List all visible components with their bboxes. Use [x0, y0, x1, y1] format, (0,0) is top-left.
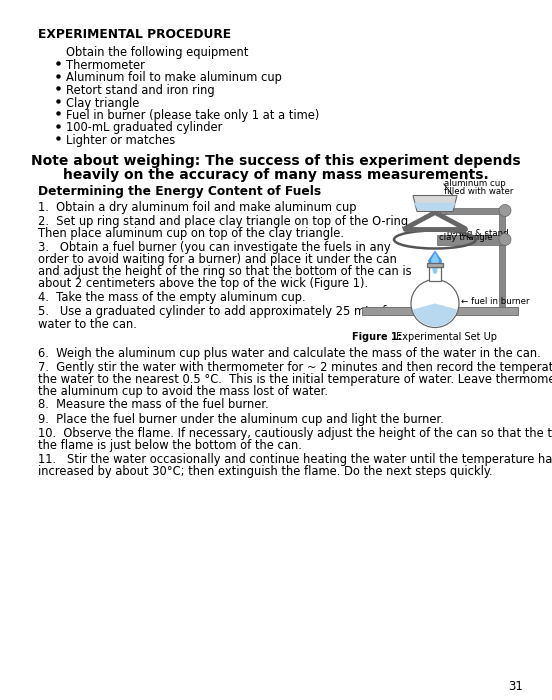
- Wedge shape: [413, 304, 457, 326]
- Text: the aluminum cup to avoid the mass lost of water.: the aluminum cup to avoid the mass lost …: [38, 384, 328, 398]
- Text: Aluminum foil to make aluminum cup: Aluminum foil to make aluminum cup: [66, 71, 282, 85]
- Text: Clay triangle: Clay triangle: [66, 97, 139, 109]
- Text: about 2 centimeters above the top of the wick (Figure 1).: about 2 centimeters above the top of the…: [38, 277, 368, 290]
- Polygon shape: [431, 253, 439, 274]
- Circle shape: [499, 234, 511, 246]
- Text: o-ring & stand: o-ring & stand: [447, 230, 508, 239]
- Text: Thermometer: Thermometer: [66, 59, 145, 72]
- Polygon shape: [428, 251, 442, 279]
- Text: and adjust the height of the ring so that the bottom of the can is: and adjust the height of the ring so tha…: [38, 265, 412, 279]
- Text: Determining the Energy Content of Fuels: Determining the Energy Content of Fuels: [38, 185, 321, 197]
- Circle shape: [499, 204, 511, 216]
- Text: the flame is just below the bottom of the can.: the flame is just below the bottom of th…: [38, 438, 302, 452]
- Text: 2.  Set up ring stand and place clay triangle on top of the O-ring.: 2. Set up ring stand and place clay tria…: [38, 214, 412, 228]
- Text: 100-mL graduated cylinder: 100-mL graduated cylinder: [66, 122, 222, 134]
- Text: 1.  Obtain a dry aluminum foil and make aluminum cup: 1. Obtain a dry aluminum foil and make a…: [38, 200, 357, 214]
- Text: Retort stand and iron ring: Retort stand and iron ring: [66, 84, 215, 97]
- Bar: [499, 209, 505, 307]
- Polygon shape: [413, 195, 457, 211]
- Text: ← fuel in burner: ← fuel in burner: [461, 297, 529, 306]
- Text: 31: 31: [508, 680, 523, 693]
- Text: 3.   Obtain a fuel burner (you can investigate the fuels in any: 3. Obtain a fuel burner (you can investi…: [38, 241, 391, 255]
- Bar: [429, 267, 441, 281]
- Bar: [427, 262, 443, 267]
- Polygon shape: [414, 203, 456, 211]
- Text: Figure 1:: Figure 1:: [352, 332, 402, 342]
- Text: Note about weighing: The success of this experiment depends: Note about weighing: The success of this…: [31, 153, 521, 167]
- Text: order to avoid waiting for a burner) and place it under the can: order to avoid waiting for a burner) and…: [38, 253, 397, 267]
- Text: aluminum cup: aluminum cup: [444, 179, 506, 188]
- Text: increased by about 30°C; then extinguish the flame. Do the next steps quickly.: increased by about 30°C; then extinguish…: [38, 465, 492, 477]
- Text: heavily on the accuracy of many mass measurements.: heavily on the accuracy of many mass mea…: [63, 169, 489, 183]
- Text: Experimental Set Up: Experimental Set Up: [393, 332, 497, 342]
- Text: 11.   Stir the water occasionally and continue heating the water until the tempe: 11. Stir the water occasionally and cont…: [38, 452, 552, 466]
- Text: 5.   Use a graduated cylinder to add approximately 25 mL of: 5. Use a graduated cylinder to add appro…: [38, 305, 386, 318]
- Text: 10.  Observe the flame. If necessary, cautiously adjust the height of the can so: 10. Observe the flame. If necessary, cau…: [38, 426, 552, 440]
- Text: 9.  Place the fuel burner under the aluminum cup and light the burner.: 9. Place the fuel burner under the alumi…: [38, 412, 444, 426]
- Text: 6.  Weigh the aluminum cup plus water and calculate the mass of the water in the: 6. Weigh the aluminum cup plus water and…: [38, 346, 541, 360]
- Text: Then place aluminum cup on top of the clay triangle.: Then place aluminum cup on top of the cl…: [38, 227, 344, 239]
- Text: 8.  Measure the mass of the fuel burner.: 8. Measure the mass of the fuel burner.: [38, 398, 269, 412]
- Text: EXPERIMENTAL PROCEDURE: EXPERIMENTAL PROCEDURE: [38, 28, 231, 41]
- Text: the water to the nearest 0.5 °C.  This is the initial temperature of water. Leav: the water to the nearest 0.5 °C. This is…: [38, 372, 552, 386]
- Text: Lighter or matches: Lighter or matches: [66, 134, 175, 147]
- Text: water to the can.: water to the can.: [38, 318, 137, 330]
- Text: 4.  Take the mass of the empty aluminum cup.: 4. Take the mass of the empty aluminum c…: [38, 291, 306, 304]
- Circle shape: [411, 279, 459, 328]
- Bar: [362, 307, 518, 314]
- Text: clay triangle: clay triangle: [439, 232, 492, 241]
- Text: 7.  Gently stir the water with thermometer for ~ 2 minutes and then record the t: 7. Gently stir the water with thermomete…: [38, 360, 552, 374]
- Bar: [440, 207, 504, 214]
- Bar: [440, 197, 446, 214]
- Text: Fuel in burner (please take only 1 at a time): Fuel in burner (please take only 1 at a …: [66, 109, 320, 122]
- Text: filled with water: filled with water: [444, 188, 513, 197]
- Text: Obtain the following equipment: Obtain the following equipment: [66, 46, 248, 59]
- Bar: [437, 234, 504, 244]
